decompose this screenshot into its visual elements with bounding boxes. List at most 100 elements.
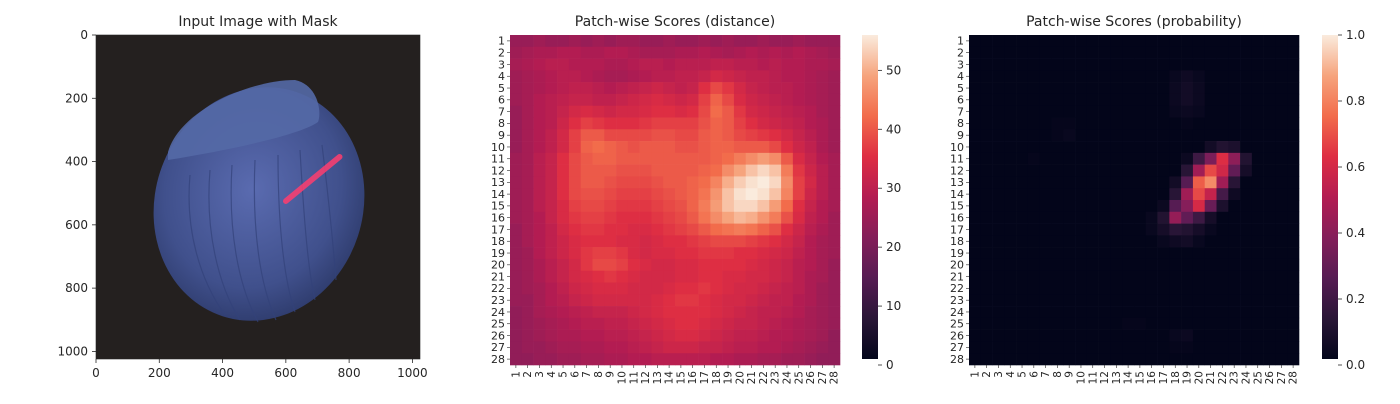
distance-cell (722, 46, 735, 59)
distance-y-tick-label: 4 (498, 70, 505, 83)
probability-cell (1051, 164, 1064, 177)
distance-cell (616, 211, 629, 224)
distance-cell (804, 35, 817, 48)
probability-cell (1134, 306, 1147, 319)
distance-cell (627, 223, 640, 236)
probability-cell (969, 282, 982, 295)
probability-cell (1169, 93, 1182, 107)
distance-cell (781, 223, 794, 236)
probability-cell (1122, 294, 1135, 307)
distance-cell (568, 58, 582, 71)
distance-cell (804, 200, 817, 213)
probability-cell (1157, 200, 1170, 213)
distance-cell (557, 105, 570, 118)
probability-cell (969, 93, 982, 107)
probability-cell (1240, 58, 1253, 71)
distance-cell (733, 93, 747, 107)
probability-heatmap (969, 35, 1300, 366)
probability-x-tick-label: 17 (1158, 371, 1170, 384)
probability-cell (1110, 282, 1123, 295)
distance-cell (580, 306, 593, 319)
distance-cell (568, 223, 582, 236)
probability-cell (1110, 82, 1123, 95)
distance-cell (792, 188, 805, 201)
probability-cell (1110, 152, 1123, 165)
probability-cell (1098, 282, 1111, 295)
probability-cell (1027, 270, 1041, 283)
distance-cell (675, 176, 688, 189)
probability-y-tick-label: 26 (950, 329, 964, 342)
distance-cell (769, 82, 782, 95)
distance-cell (816, 200, 829, 213)
probability-cell (980, 200, 993, 213)
probability-cell (1240, 82, 1253, 95)
probability-cell (1169, 200, 1182, 213)
probability-x-tick-label: 25 (1252, 371, 1264, 384)
probability-cell (1192, 211, 1206, 224)
distance-cell (757, 35, 770, 48)
probability-cell (992, 235, 1005, 248)
distance-cell (816, 82, 829, 95)
distance-cell (557, 294, 570, 307)
distance-y-tick-label: 10 (491, 141, 505, 154)
distance-cell (510, 82, 523, 95)
distance-cell (769, 341, 782, 354)
probability-cell (1086, 341, 1099, 354)
distance-cell (663, 46, 676, 59)
probability-cell (1039, 353, 1052, 366)
distance-cell (769, 188, 782, 201)
distance-cell (592, 317, 605, 330)
probability-y-tick-label: 12 (950, 164, 964, 177)
distance-cell (651, 152, 664, 165)
probability-cell (1216, 46, 1229, 59)
distance-cell (568, 211, 582, 224)
probability-cell (1027, 223, 1041, 236)
distance-cell (663, 317, 676, 330)
distance-cell (545, 117, 558, 130)
distance-cell (828, 141, 841, 154)
distance-cell (651, 270, 664, 283)
probability-cell (1063, 200, 1076, 213)
probability-cell (1110, 353, 1123, 366)
distance-y-tick-label: 16 (491, 211, 505, 224)
distance-cell (769, 306, 782, 319)
distance-cell (580, 258, 593, 272)
distance-cell (616, 188, 629, 201)
distance-cell (568, 46, 582, 59)
probability-cell (1063, 341, 1076, 354)
probability-cell (1016, 82, 1029, 95)
probability-cell (1063, 117, 1076, 130)
distance-y-tick-label: 26 (491, 329, 505, 342)
distance-cell (580, 176, 593, 189)
distance-cell (627, 294, 640, 307)
distance-cell (828, 294, 841, 307)
distance-cell (651, 329, 664, 342)
distance-cell (510, 176, 523, 189)
distance-cell (651, 35, 664, 48)
distance-cell (533, 294, 546, 307)
probability-cell (1063, 282, 1076, 295)
probability-cell (1075, 258, 1088, 272)
probability-cell (1275, 341, 1288, 354)
distance-cell (592, 235, 605, 248)
distance-cell (769, 152, 782, 165)
distance-cell (804, 82, 817, 95)
probability-cell (1145, 258, 1158, 272)
probability-cell (992, 176, 1005, 189)
probability-cell (1181, 317, 1194, 330)
probability-cell (1016, 353, 1029, 366)
distance-cell (698, 223, 711, 236)
distance-cell (781, 117, 794, 130)
distance-cell (663, 82, 676, 95)
distance-cell (510, 129, 523, 142)
distance-cell (698, 200, 711, 213)
distance-cell (616, 223, 629, 236)
distance-cell (792, 317, 805, 330)
probability-cell (1134, 58, 1147, 71)
distance-cell (627, 176, 640, 189)
distance-cell (627, 353, 640, 366)
probability-cell (1086, 247, 1099, 260)
distance-cell (686, 258, 699, 272)
probability-cell (1098, 82, 1111, 95)
probability-cell (1063, 35, 1076, 48)
